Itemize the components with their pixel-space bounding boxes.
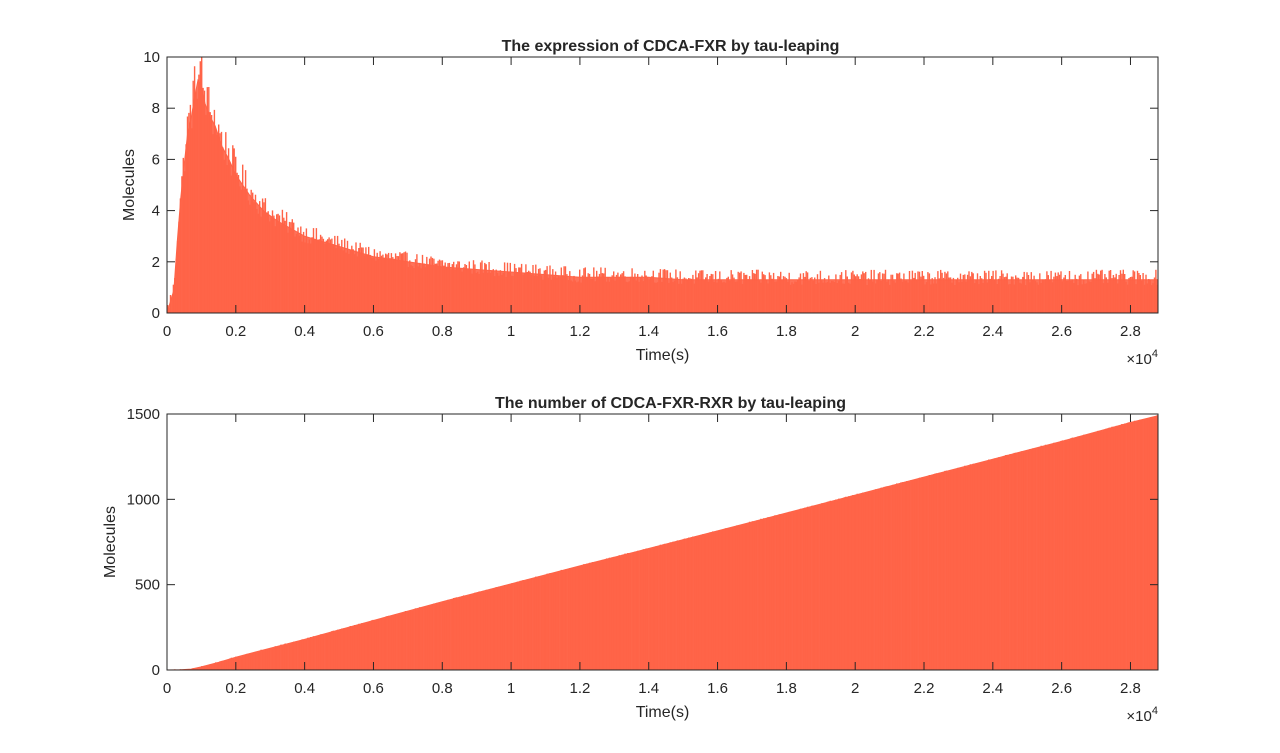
bottom-y-tick-label: 1000 — [127, 491, 160, 508]
bottom-x-tick-label: 1.8 — [776, 680, 797, 697]
bottom-x-tick-label: 0.4 — [294, 680, 315, 697]
top-y-tick-label: 4 — [152, 203, 160, 220]
bottom-axes-box — [166, 413, 1159, 671]
bottom-y-tick-label: 1500 — [127, 406, 160, 423]
top-x-tick-label: 0.2 — [225, 323, 246, 340]
bottom-chart-title: The number of CDCA-FXR-RXR by tau-leapin… — [495, 395, 846, 412]
top-x-tick-label: 0.8 — [432, 323, 453, 340]
bottom-x-tick-label: 2.6 — [1051, 680, 1072, 697]
bottom-x-tick-label: 1 — [507, 680, 515, 697]
top-x-tick-label: 2.4 — [982, 323, 1003, 340]
bottom-x-exponent-power: 4 — [1152, 705, 1158, 717]
top-bars-layer — [166, 57, 1159, 313]
top-chart-title: The expression of CDCA-FXR by tau-leapin… — [502, 38, 840, 55]
top-y-tick-label: 6 — [152, 151, 160, 168]
top-x-tick-label: 1.2 — [569, 323, 590, 340]
bottom-x-tick-label: 1.4 — [638, 680, 659, 697]
bottom-x-tick-label: 1.2 — [569, 680, 590, 697]
top-y-tick-label: 0 — [152, 305, 160, 322]
top-x-tick-label: 2 — [851, 323, 859, 340]
bottom-x-axis-label: Time(s) — [636, 704, 690, 721]
top-x-exponent: ×104 — [1126, 348, 1158, 368]
top-y-tick-label: 2 — [152, 254, 160, 271]
top-x-tick-label: 1.6 — [707, 323, 728, 340]
bottom-x-exponent: ×104 — [1126, 705, 1158, 725]
axes-bottom: 0 0.2 0.4 0.6 0.8 1 1.2 1.4 1.6 1.8 2 2.2 2.4 2.6 2.8 0… — [102, 395, 1159, 725]
bottom-series-area — [167, 415, 1158, 670]
bottom-x-tick-label: 0.8 — [432, 680, 453, 697]
top-axes-box — [166, 56, 1159, 314]
top-x-tick-label: 0.6 — [363, 323, 384, 340]
bottom-y-axis-label: Molecules — [102, 506, 119, 578]
bottom-x-tick-label: 2.4 — [982, 680, 1003, 697]
top-y-tick-label: 10 — [143, 49, 160, 66]
bottom-y-tick-label: 0 — [152, 662, 160, 679]
top-y-axis-label: Molecules — [121, 149, 138, 221]
top-x-tick-label: 0 — [163, 323, 171, 340]
bottom-x-tick-label: 2.2 — [914, 680, 935, 697]
top-x-tick-label: 0.4 — [294, 323, 315, 340]
top-x-tick-label: 2.8 — [1120, 323, 1141, 340]
top-x-tick-label: 2.2 — [914, 323, 935, 340]
bottom-x-tick-label: 0.2 — [225, 680, 246, 697]
bottom-y-tick-label: 500 — [135, 577, 160, 594]
axes-top: 0 0.2 0.4 0.6 0.8 1 1.2 1.4 1.6 1.8 2 2.2 2.4 2.6 2.8 0… — [121, 38, 1159, 368]
top-series-line-cdca-fxr — [166, 78, 1158, 314]
bottom-x-tick-label: 1.6 — [707, 680, 728, 697]
bottom-x-tick-label: 2 — [851, 680, 859, 697]
top-x-tick-label: 1.8 — [776, 323, 797, 340]
top-x-exponent-power: 4 — [1152, 348, 1158, 360]
bottom-ticks-layer: 0 0.2 0.4 0.6 0.8 1 1.2 1.4 1.6 1.8 2 2.2 2.4 2.6 2.8 0… — [127, 406, 1158, 697]
top-ticks-layer: 0 0.2 0.4 0.6 0.8 1 1.2 1.4 1.6 1.8 2 2.2 2.4 2.6 2.8 0… — [143, 49, 1158, 340]
top-x-tick-label: 1.4 — [638, 323, 659, 340]
top-x-axis-label: Time(s) — [636, 347, 690, 364]
bottom-area-layer — [167, 415, 1158, 670]
top-x-exponent-base: ×10 — [1126, 351, 1151, 368]
bottom-x-tick-label: 0 — [163, 680, 171, 697]
bottom-x-tick-label: 2.8 — [1120, 680, 1141, 697]
bottom-x-tick-label: 0.6 — [363, 680, 384, 697]
bottom-series-line-cdca-fxr-rxr — [166, 415, 1159, 671]
bottom-x-exponent-base: ×10 — [1126, 708, 1151, 725]
top-y-tick-label: 8 — [152, 100, 160, 117]
top-x-tick-label: 2.6 — [1051, 323, 1072, 340]
bottom-bars-layer — [166, 415, 1159, 670]
top-x-tick-label: 1 — [507, 323, 515, 340]
